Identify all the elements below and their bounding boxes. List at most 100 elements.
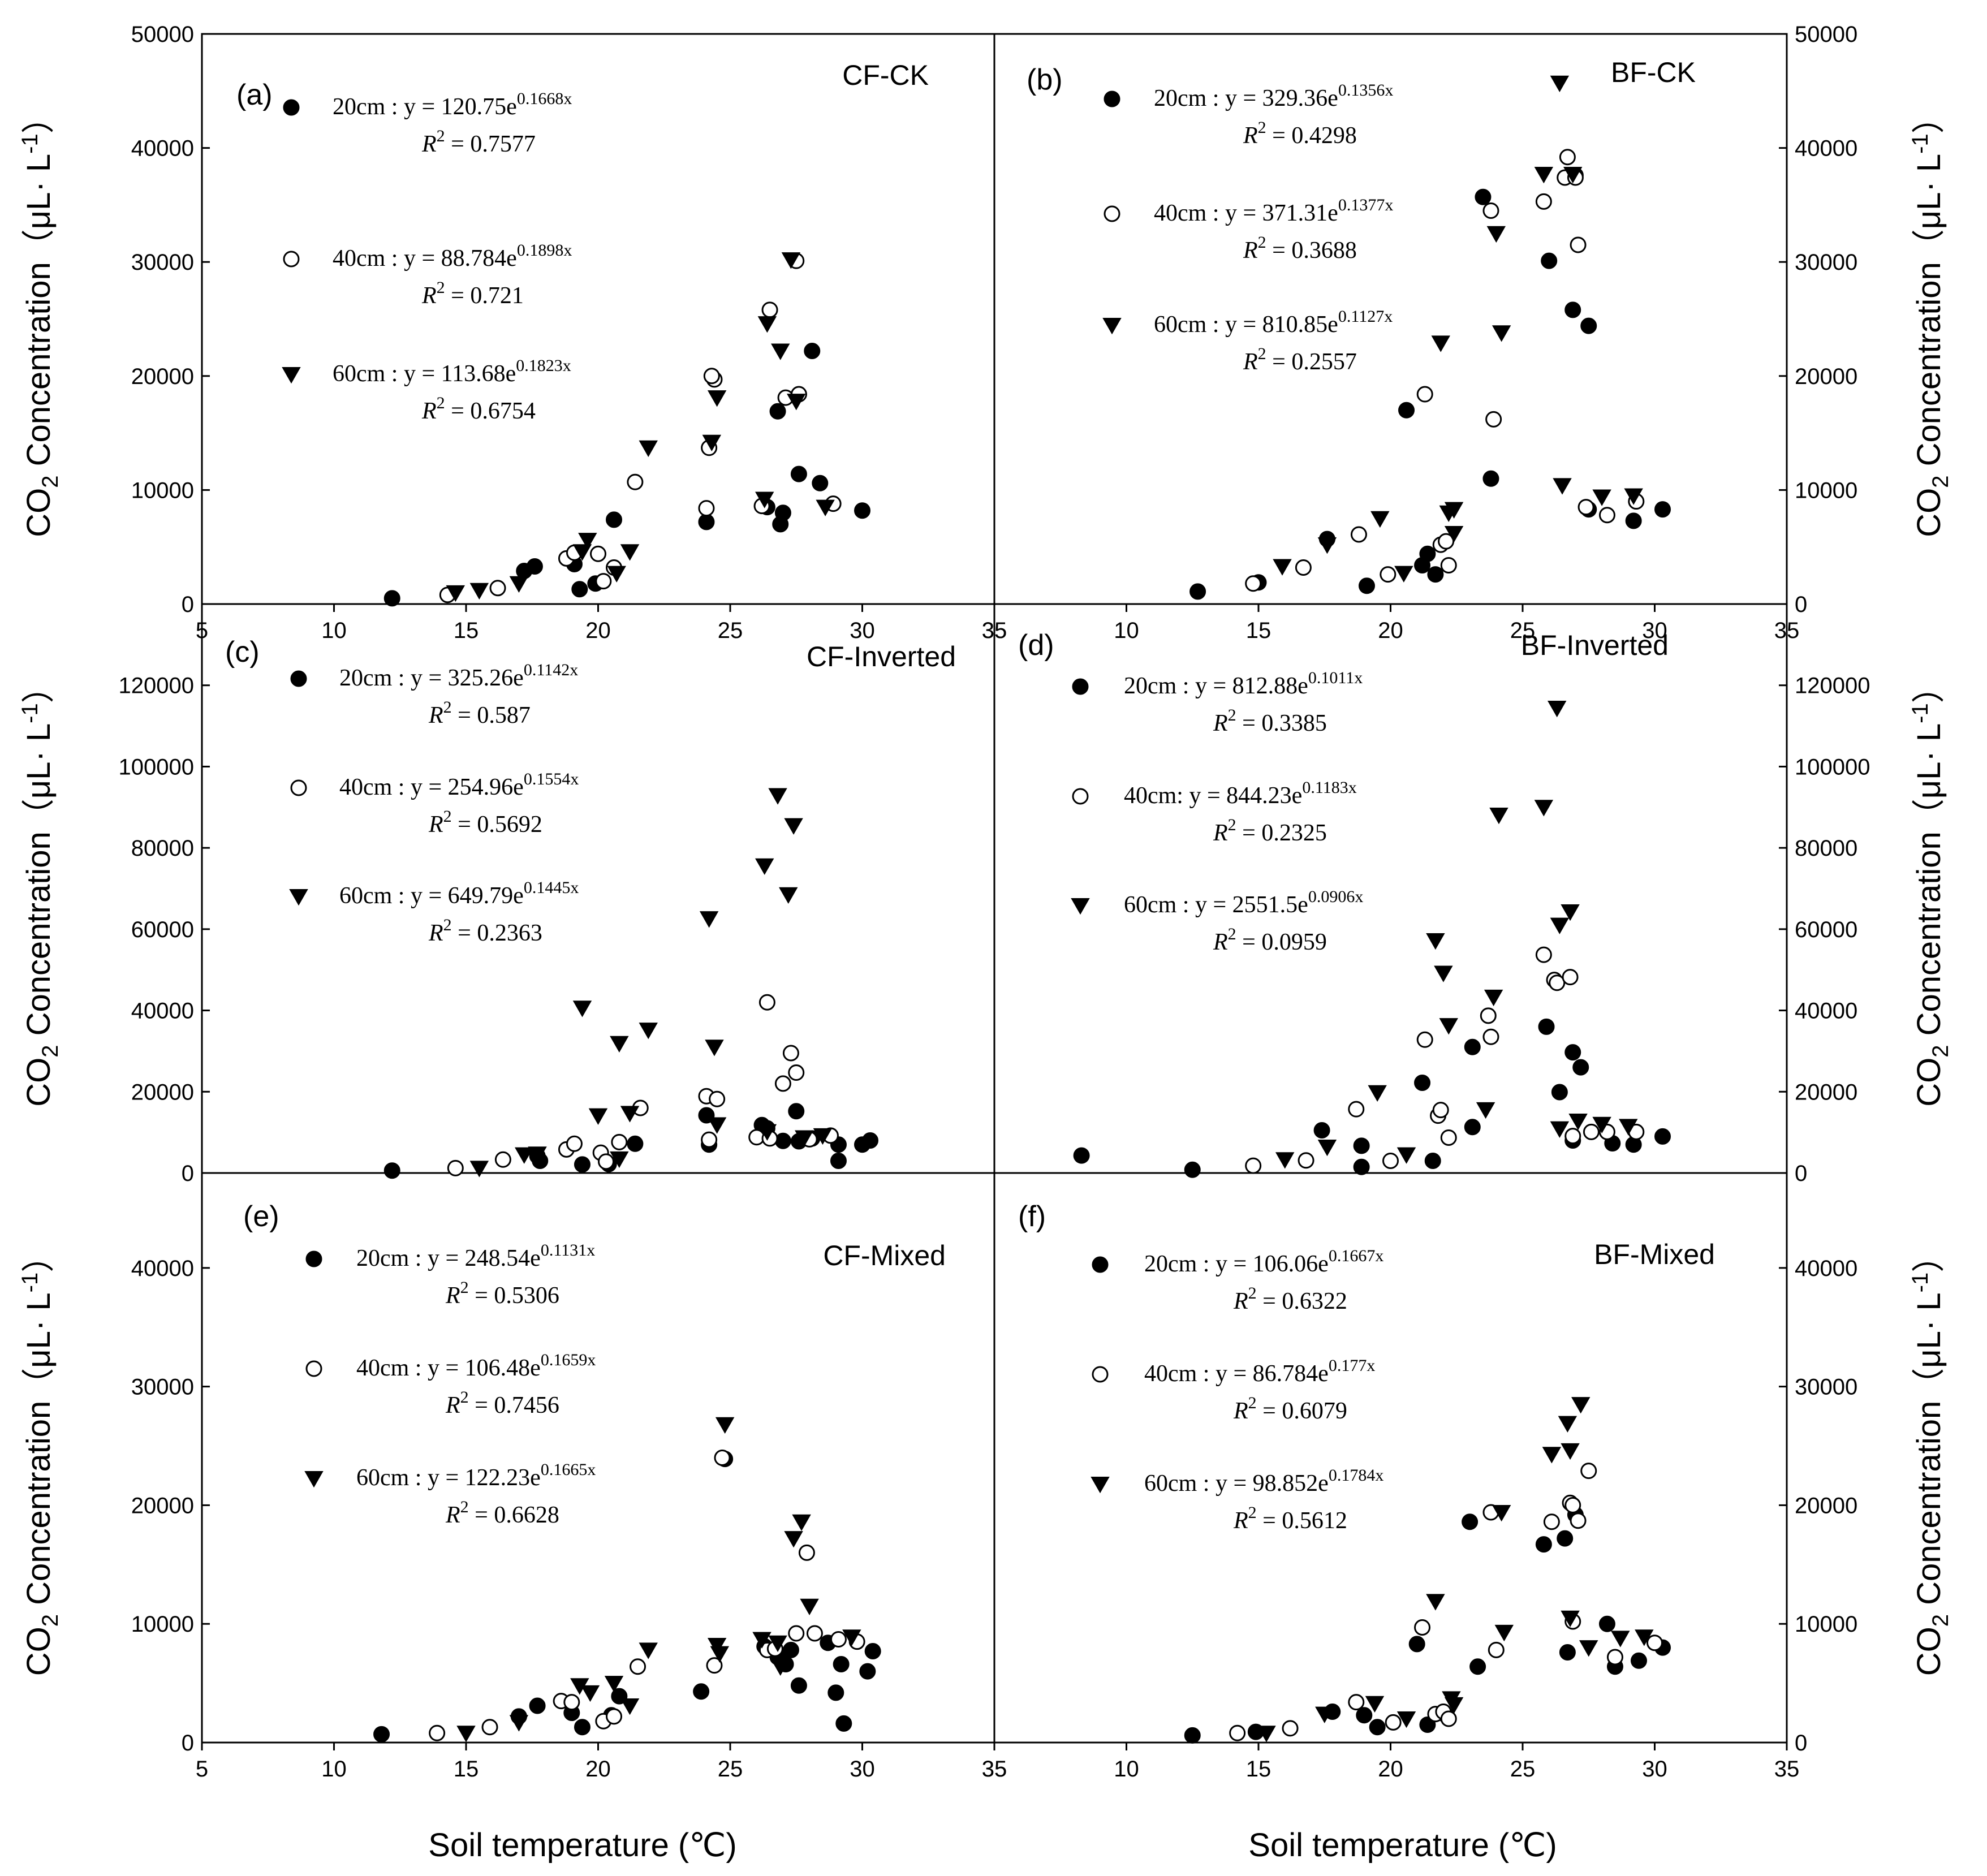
x-tick-label: 10 xyxy=(1114,1757,1139,1782)
y-tick-label: 80000 xyxy=(131,836,194,861)
data-point-20cm xyxy=(606,511,623,528)
y-tick-label: 120000 xyxy=(1795,674,1870,698)
equation-40cm: 40cm : y = 254.96e0.1554x xyxy=(339,770,579,800)
data-point-40cm xyxy=(788,1625,805,1642)
legend-marker-40cm xyxy=(1092,1366,1109,1383)
r2-20cm: R2 = 0.6322 xyxy=(1233,1284,1347,1314)
data-point-20cm xyxy=(1469,1658,1486,1675)
data-point-40cm xyxy=(1570,1512,1587,1529)
x-tick-label: 35 xyxy=(982,1757,1007,1782)
data-point-60cm xyxy=(1568,1114,1588,1131)
outer-labels-layer: Soil temperature (℃) Soil temperature (℃… xyxy=(18,101,1953,1864)
data-point-60cm xyxy=(1553,478,1572,495)
data-point-20cm xyxy=(790,1677,807,1694)
data-point-40cm xyxy=(1564,1497,1581,1513)
x-tick-label: 35 xyxy=(982,618,1007,643)
panel-title: CF-CK xyxy=(842,59,929,91)
y-tick-label: 30000 xyxy=(1795,1375,1857,1400)
legend-marker-60cm xyxy=(1102,318,1122,335)
data-point-60cm xyxy=(1396,1711,1416,1728)
data-point-20cm xyxy=(373,1726,390,1743)
data-point-40cm xyxy=(1440,557,1457,573)
equation-40cm: 40cm: y = 844.23e0.1183x xyxy=(1124,778,1357,809)
data-point-60cm xyxy=(1624,488,1643,505)
data-point-40cm xyxy=(1245,1157,1262,1174)
data-point-20cm xyxy=(774,1132,791,1149)
data-point-60cm xyxy=(1426,1594,1445,1611)
y-tick-label: 40000 xyxy=(1795,136,1857,161)
data-point-60cm xyxy=(620,544,640,561)
panel-cf-mixed: 0 10000 20000 30000 40000 5 10 15 20 25 30 35 (e) CF-… xyxy=(131,1200,1007,1782)
data-point-20cm xyxy=(1464,1119,1481,1136)
data-point-20cm xyxy=(1598,1615,1615,1632)
data-point-60cm xyxy=(1619,1119,1638,1136)
data-point-40cm xyxy=(1282,1720,1299,1737)
panel-label: (f) xyxy=(1018,1200,1046,1233)
r2-20cm: R2 = 0.587 xyxy=(428,698,531,728)
r2-40cm: R2 = 0.2325 xyxy=(1213,816,1327,846)
data-point-60cm xyxy=(1434,965,1453,982)
data-point-60cm xyxy=(757,1124,777,1141)
legend-marker-40cm xyxy=(1104,205,1120,222)
y-axis-label-left: CO2 Concentration（μL· L-1） xyxy=(18,101,63,537)
data-point-20cm xyxy=(859,1663,876,1680)
x-tick-label: 25 xyxy=(1510,618,1536,643)
data-point-40cm xyxy=(1647,1635,1663,1651)
data-point-60cm xyxy=(1494,1624,1514,1642)
data-point-60cm xyxy=(469,583,489,600)
data-point-20cm xyxy=(1580,317,1597,334)
panel-title: CF-Inverted xyxy=(807,641,956,672)
y-tick-label: 40000 xyxy=(131,999,194,1024)
data-point-20cm xyxy=(1625,512,1642,529)
data-point-60cm xyxy=(588,1108,608,1125)
y-tick-label: 20000 xyxy=(131,1493,194,1518)
data-point-60cm xyxy=(639,1023,658,1040)
x-tick-label: 20 xyxy=(585,1757,611,1782)
data-point-20cm xyxy=(1369,1719,1386,1736)
data-point-20cm xyxy=(1535,1536,1552,1553)
y-tick-label: 20000 xyxy=(131,1080,194,1105)
data-point-20cm xyxy=(1572,1059,1589,1076)
x-axis-label-right: Soil temperature (℃) xyxy=(1248,1827,1557,1864)
data-point-60cm xyxy=(469,1161,489,1178)
data-point-20cm xyxy=(1419,545,1436,562)
data-point-40cm xyxy=(774,1075,791,1092)
data-point-40cm xyxy=(709,1090,726,1107)
x-tick-label: 15 xyxy=(454,618,479,643)
y-axis-label-left: CO2 Concentration（μL· L-1） xyxy=(18,670,63,1106)
x-tick-label: 30 xyxy=(1642,1757,1667,1782)
x-tick-label: 20 xyxy=(1378,1757,1403,1782)
r2-20cm: R2 = 0.7577 xyxy=(421,127,536,157)
legend-marker-20cm xyxy=(283,99,300,116)
data-point-40cm xyxy=(1382,1152,1399,1169)
x-tick-label: 35 xyxy=(1774,618,1800,643)
data-point-40cm xyxy=(714,1450,731,1466)
equation-40cm: 40cm : y = 371.31e0.1377x xyxy=(1154,196,1393,226)
panel-label: (b) xyxy=(1027,63,1063,96)
data-point-60cm xyxy=(509,576,529,593)
data-point-20cm xyxy=(790,465,807,482)
equation-60cm: 60cm : y = 810.85e0.1127x xyxy=(1154,307,1393,338)
data-point-60cm xyxy=(620,1106,640,1123)
data-point-20cm xyxy=(862,1132,879,1149)
data-point-20cm xyxy=(1358,577,1375,594)
data-point-20cm xyxy=(1184,1161,1201,1178)
data-point-60cm xyxy=(1439,1018,1458,1035)
data-point-20cm xyxy=(1464,1038,1481,1055)
data-point-60cm xyxy=(509,1715,529,1732)
data-point-20cm xyxy=(1398,402,1415,419)
data-point-60cm xyxy=(607,566,626,583)
data-point-40cm xyxy=(627,473,644,490)
y-tick-label: 100000 xyxy=(119,754,194,779)
data-point-20cm xyxy=(571,581,588,598)
data-point-60cm xyxy=(1550,1121,1570,1138)
data-point-60cm xyxy=(639,1642,658,1659)
data-point-40cm xyxy=(606,1708,623,1725)
legend-marker-60cm xyxy=(289,889,308,906)
data-point-40cm xyxy=(566,1135,583,1152)
x-tick-label: 30 xyxy=(850,1757,875,1782)
legend-marker-40cm xyxy=(283,251,300,268)
data-point-60cm xyxy=(572,544,592,561)
